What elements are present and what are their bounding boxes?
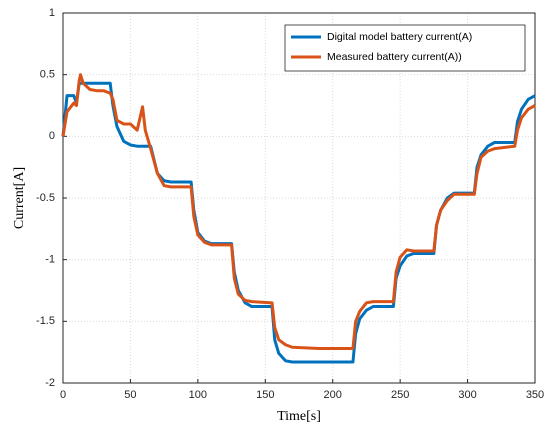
x-tick-label: 300 (458, 389, 476, 401)
y-tick-label: -1 (45, 254, 55, 266)
axes-box (62, 12, 536, 384)
y-tick-label: 0 (49, 130, 55, 142)
x-axis-label: Time[s] (277, 409, 321, 424)
x-tick-label: 250 (391, 389, 409, 401)
legend-label: Digital model battery current(A) (327, 31, 472, 43)
x-tick-label: 200 (324, 389, 342, 401)
y-tick-label: -2 (45, 377, 55, 389)
y-tick-label: 1 (49, 7, 55, 19)
x-tick-label: 100 (189, 389, 207, 401)
y-tick-label: -0.5 (36, 192, 55, 204)
legend-box (284, 24, 526, 72)
x-tick-label: 50 (124, 389, 136, 401)
y-tick-label: 0.5 (40, 69, 55, 81)
legend-label: Measured battery current(A)) (327, 51, 462, 63)
x-tick-label: 350 (526, 389, 544, 401)
series-line (61, 73, 536, 350)
x-tick-label: 0 (60, 389, 66, 401)
x-tick-label: 150 (256, 389, 274, 401)
y-axis-label: Current[A] (12, 167, 27, 229)
y-tick-label: -1.5 (36, 315, 55, 327)
